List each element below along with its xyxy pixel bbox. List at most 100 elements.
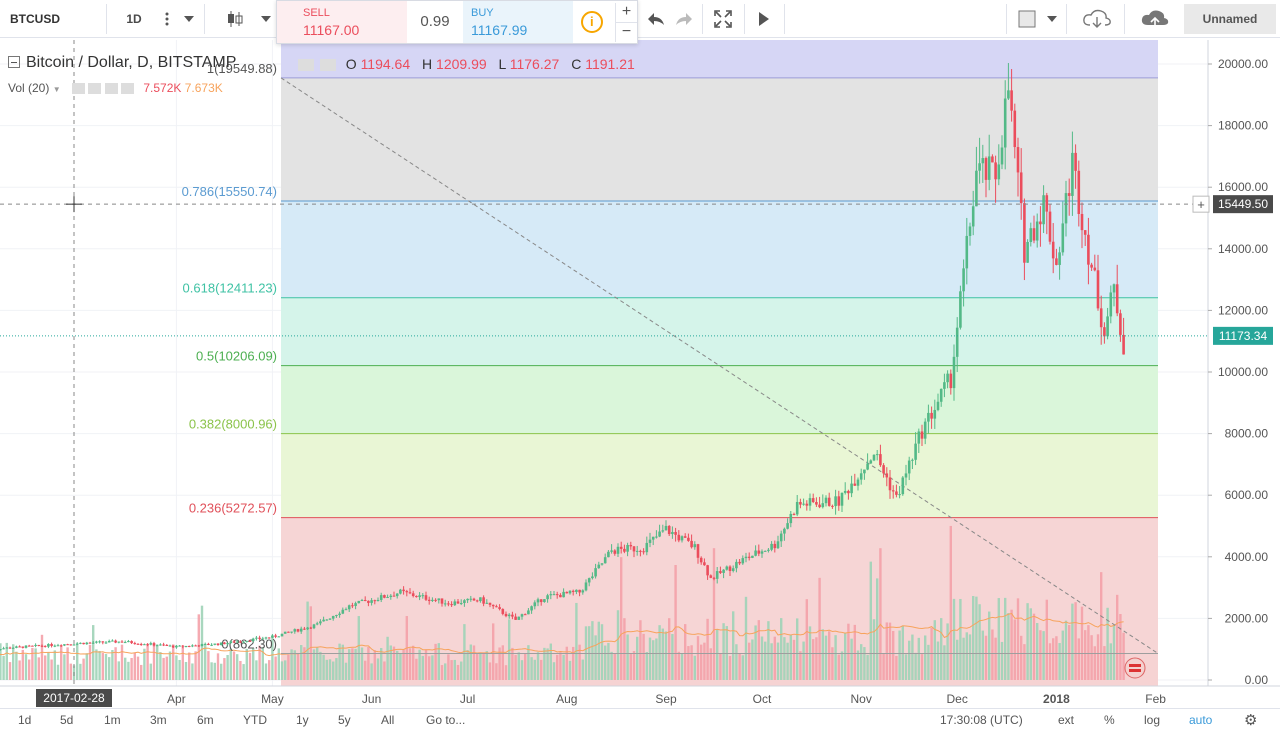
candle-body: [450, 604, 453, 606]
square-icon[interactable]: [1012, 4, 1042, 34]
candle-body: [357, 600, 361, 604]
interval-button[interactable]: 1D: [126, 12, 142, 26]
chevron-down-icon[interactable]: ▼: [52, 85, 61, 94]
cloud-upload-icon[interactable]: [1130, 4, 1180, 34]
settings-icon[interactable]: [88, 83, 102, 95]
volume-bar: [1106, 607, 1109, 680]
candle-body: [408, 592, 412, 594]
candle-body: [946, 373, 949, 383]
candles-icon[interactable]: [220, 4, 250, 34]
candle-body: [469, 598, 473, 600]
eye-icon[interactable]: [71, 83, 85, 95]
undo-icon[interactable]: [642, 4, 670, 34]
range-ytd[interactable]: YTD: [243, 713, 267, 727]
chevron-down-icon[interactable]: [256, 4, 276, 34]
settings-icon[interactable]: [319, 59, 336, 72]
range-1m[interactable]: 1m: [104, 713, 121, 727]
candle-body: [527, 610, 530, 615]
volume-bar: [229, 648, 232, 680]
candle-body: [1013, 110, 1017, 148]
candle-body: [815, 502, 818, 505]
chevron-down-icon[interactable]: [178, 4, 200, 34]
volume-bar: [332, 661, 335, 680]
ext-toggle[interactable]: ext: [1058, 713, 1075, 727]
symbol-search[interactable]: BTCUSD: [10, 12, 60, 26]
volume-bar: [940, 618, 943, 680]
volume-bar: [242, 664, 245, 680]
chevron-down-icon[interactable]: [1042, 4, 1062, 34]
time-axis-label: Nov: [851, 692, 872, 706]
volume-bar: [216, 653, 220, 680]
volume-bar: [431, 655, 434, 680]
time-axis-label: Sep: [655, 692, 677, 706]
price-axis-label: 2000.00: [1225, 611, 1269, 625]
candle-body: [18, 646, 21, 648]
volume-bar: [616, 610, 620, 680]
volume-bar: [1061, 630, 1064, 680]
range-1d[interactable]: 1d: [18, 713, 32, 727]
candle-body: [24, 645, 28, 648]
cloud-download-icon[interactable]: [1072, 4, 1122, 34]
price-axis-label: 14000.00: [1218, 242, 1268, 256]
crosshair-price-label: 15449.50: [1218, 197, 1268, 211]
candle-body: [139, 644, 143, 646]
chart-area[interactable]: 1(19549.88) 0.786(15550.74) 0.618(12411.23…: [0, 40, 1280, 708]
candle-body: [0, 649, 2, 651]
candle-body: [235, 641, 239, 643]
volume-bar: [92, 625, 95, 680]
percent-toggle[interactable]: %: [1104, 713, 1115, 727]
volume-bar: [831, 647, 834, 680]
volume-bar: [895, 655, 898, 680]
fullscreen-icon[interactable]: [706, 4, 740, 34]
goto-button[interactable]: Go to...: [426, 713, 466, 727]
sell-button[interactable]: SELL 11167.00: [277, 1, 407, 43]
range-5y[interactable]: 5y: [338, 713, 351, 727]
volume-bar: [117, 661, 120, 680]
volume-bar: [610, 651, 613, 680]
log-toggle[interactable]: log: [1144, 713, 1161, 727]
candle-body: [395, 593, 399, 597]
volume-bar: [760, 636, 764, 680]
redo-icon[interactable]: [670, 4, 698, 34]
minus-icon[interactable]: −: [615, 22, 637, 42]
range-3m[interactable]: 3m: [150, 713, 167, 727]
eye-icon[interactable]: [298, 59, 314, 72]
volume-bar: [802, 641, 805, 680]
candle-body: [203, 643, 207, 645]
candle-body: [287, 631, 290, 633]
buy-button[interactable]: BUY 11167.99: [463, 1, 573, 43]
plus-icon[interactable]: [104, 83, 118, 95]
volume-bar: [312, 649, 316, 680]
layout-name-button[interactable]: Unnamed: [1184, 4, 1276, 34]
candle-body: [719, 571, 722, 573]
info-icon[interactable]: i: [581, 11, 603, 33]
range-1y[interactable]: 1y: [296, 713, 309, 727]
candle-body: [715, 571, 719, 579]
range-5d[interactable]: 5d: [60, 713, 74, 727]
more-vert-icon[interactable]: [158, 4, 176, 34]
volume-bar: [63, 654, 66, 680]
candle-body: [674, 531, 677, 535]
candle-body: [591, 576, 594, 579]
volume-bar: [984, 635, 988, 680]
gear-icon[interactable]: ⚙: [1244, 712, 1258, 729]
volume-bar: [540, 659, 543, 680]
play-icon[interactable]: [748, 4, 780, 34]
volume-bar: [476, 653, 479, 680]
range-6m[interactable]: 6m: [197, 713, 214, 727]
price-chart[interactable]: 1(19549.88) 0.786(15550.74) 0.618(12411.23…: [0, 40, 1280, 708]
plus-icon[interactable]: +: [615, 3, 637, 22]
candle-body: [744, 556, 748, 559]
candle-body: [1016, 147, 1020, 173]
close-icon[interactable]: [121, 83, 134, 95]
collapse-icon[interactable]: [8, 56, 20, 68]
candle-body: [639, 550, 642, 552]
volume-bar: [223, 658, 226, 680]
range-all[interactable]: All: [381, 713, 395, 727]
volume-bar: [508, 619, 511, 680]
candle-body: [402, 589, 405, 592]
candle-body: [392, 595, 396, 597]
auto-toggle[interactable]: auto: [1189, 713, 1213, 727]
volume-bar: [162, 657, 165, 680]
candle-body: [367, 600, 370, 603]
